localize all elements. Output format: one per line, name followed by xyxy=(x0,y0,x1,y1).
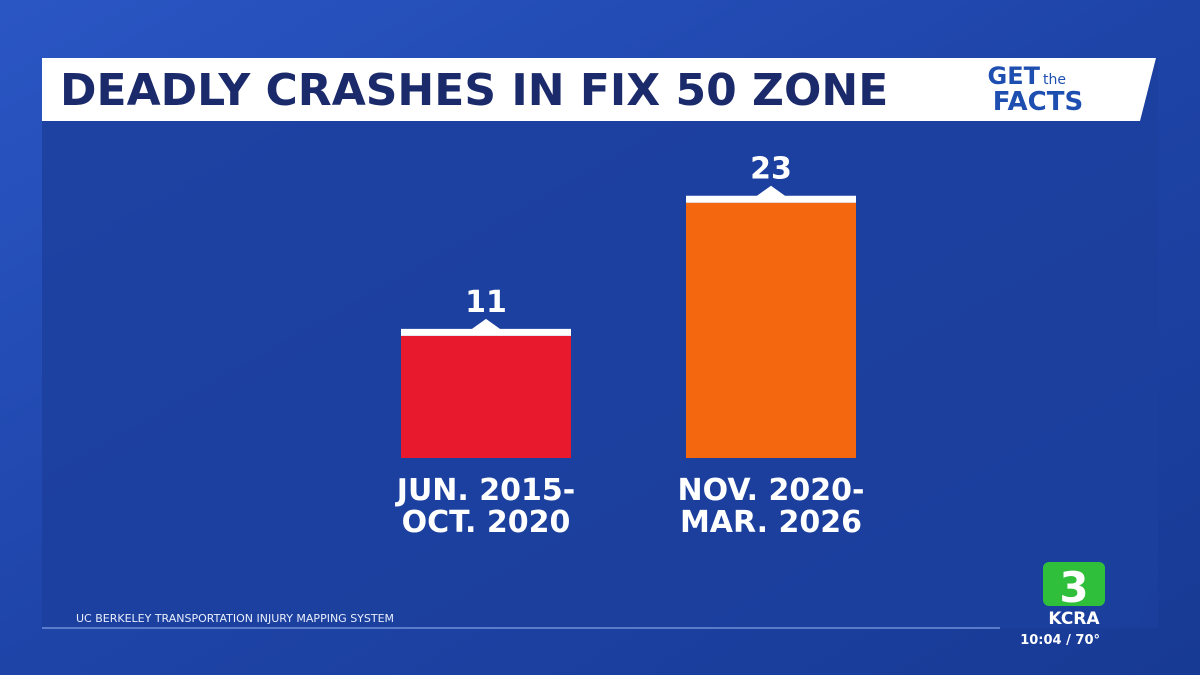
source: UC BERKELEY TRANSPORTATION INJURY MAPPIN… xyxy=(76,612,394,625)
value-label: 23 xyxy=(750,152,792,187)
x-tick-label: OCT. 2020 xyxy=(402,505,571,540)
logo-facts: FACTS xyxy=(993,87,1083,117)
station-name: KCRA xyxy=(1048,609,1100,629)
channel-badge xyxy=(1043,562,1105,606)
x-tick-label: MAR. 2026 xyxy=(680,505,862,540)
bar-cap xyxy=(686,185,856,203)
bar xyxy=(401,335,571,458)
panel xyxy=(42,58,1158,628)
channel: 3 xyxy=(1059,563,1088,612)
bar-cap xyxy=(401,318,571,336)
clock: 10:04 / 70° xyxy=(1020,633,1100,648)
chart-title: DEADLY CRASHES IN FIX 50 ZONE xyxy=(60,65,888,116)
x-tick-label: JUN. 2015- xyxy=(395,473,575,508)
logo-the: the xyxy=(1043,72,1066,88)
bar xyxy=(686,202,856,458)
x-tick-label: NOV. 2020- xyxy=(678,473,865,508)
value-label: 11 xyxy=(465,285,507,320)
logo-get: GET xyxy=(988,62,1041,90)
title-band xyxy=(42,58,1156,121)
